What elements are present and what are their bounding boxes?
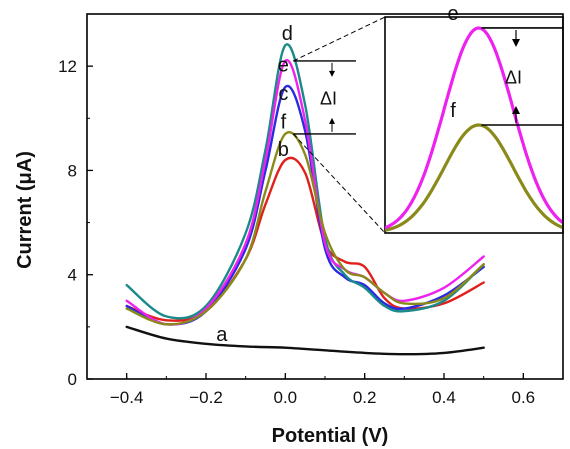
y-tick-label: 12 [58,57,77,76]
x-axis-title: Potential (V) [272,425,389,447]
inset-delta-i-label: ΔI [505,67,522,87]
y-tick-label: 0 [68,370,77,389]
series-line-a [125,325,485,356]
zoom-indicator: ΔI [292,16,386,234]
curve-label-d: d [282,23,293,45]
curve-label-f: f [281,112,287,134]
x-tick-label: −0.4 [110,388,144,407]
curve-label-a: a [216,324,228,346]
zoom-connector-bottom [292,133,386,234]
x-tick-label: 0.2 [353,388,377,407]
series-line-d [125,43,485,320]
curve-label-e: e [278,54,289,76]
zoom-connector-top [293,16,386,62]
inset-curves [385,26,563,232]
inset-label-f: f [450,100,456,122]
curve-labels: a b c de f [216,23,293,346]
x-tick-label: 0.6 [512,388,536,407]
inset-arrow-up-head [512,106,520,114]
curve-label-b: b [278,139,289,161]
series-line-f [125,131,485,326]
inset-series-line-f [385,123,563,232]
x-tick-label: −0.2 [189,388,223,407]
y-tick-label: 4 [68,266,77,285]
plot-curves [125,43,485,356]
inset-arrow-down-head [512,38,520,47]
y-tick-label: 8 [68,161,77,180]
delta-arrow-up-head [329,117,335,124]
delta-arrow-down-head [329,70,335,77]
inset-series-line-e [385,26,563,230]
axes: −0.4 −0.2 0.0 0.2 0.4 0.6 0 4 8 12 [58,13,564,407]
x-tick-label: 0.0 [274,388,298,407]
x-tick-label: 0.4 [432,388,456,407]
curve-label-c: c [278,83,288,105]
y-axis-title: Current (μA) [14,151,36,269]
delta-i-label: ΔI [320,88,337,108]
